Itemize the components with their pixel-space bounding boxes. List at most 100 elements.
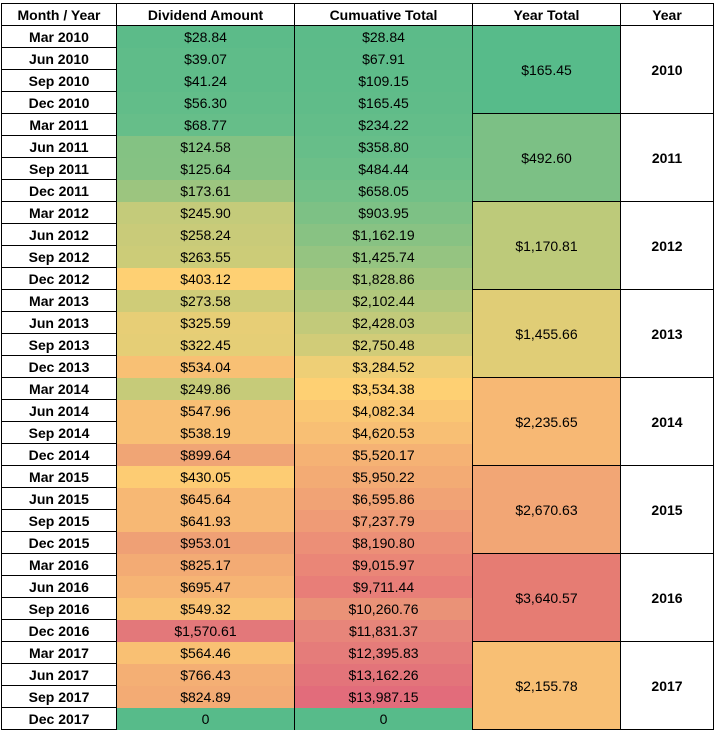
table-row: Mar 2010 $28.84 $28.84 $165.45 2010 (1, 25, 714, 114)
cumulative-total-cell: $658.05 (294, 179, 473, 202)
table-row: Sep 2016 $549.32 $10,260.76 (1, 597, 714, 620)
dividend-amount-cell: $263.55 (116, 245, 295, 268)
month-cell: Jun 2014 (1, 399, 117, 422)
cumulative-total-cell: $28.84 (294, 25, 473, 48)
cumulative-total-cell: $11,831.37 (294, 619, 473, 642)
year-cell: 2011 (620, 113, 714, 202)
month-cell: Sep 2012 (1, 245, 117, 268)
cumulative-total-cell: $1,162.19 (294, 223, 473, 246)
table-row: Jun 2010 $39.07 $67.91 (1, 47, 714, 70)
month-cell: Mar 2011 (1, 113, 117, 136)
month-cell: Mar 2010 (1, 25, 117, 48)
cumulative-total-cell: $109.15 (294, 69, 473, 92)
table-row: Mar 2017 $564.46 $12,395.83 $2,155.78 2017 (1, 641, 714, 730)
month-cell: Mar 2014 (1, 377, 117, 400)
dividend-amount-cell: $125.64 (116, 157, 295, 180)
cumulative-total-cell: $165.45 (294, 91, 473, 114)
table-row: Sep 2013 $322.45 $2,750.48 (1, 333, 714, 356)
table-row: Dec 2014 $899.64 $5,520.17 (1, 443, 714, 466)
header-dividend-amount: Dividend Amount (116, 3, 295, 26)
cumulative-total-cell: $3,534.38 (294, 377, 473, 400)
table-row: Dec 2011 $173.61 $658.05 (1, 179, 714, 202)
cumulative-total-cell: $5,520.17 (294, 443, 473, 466)
header-month-year: Month / Year (1, 3, 117, 26)
dividend-amount-cell: $953.01 (116, 531, 295, 554)
table-row: Dec 2017 0 0 (1, 707, 714, 730)
dividend-amount-cell: $430.05 (116, 465, 295, 488)
header-cumulative-total: Cumuative Total (294, 3, 473, 26)
header-row: Month / Year Dividend Amount Cumuative T… (1, 3, 714, 26)
dividend-amount-cell: $645.64 (116, 487, 295, 510)
dividend-amount-cell: $249.86 (116, 377, 295, 400)
month-cell: Mar 2013 (1, 289, 117, 312)
dividend-amount-cell: $564.46 (116, 641, 295, 664)
month-cell: Dec 2014 (1, 443, 117, 466)
year-cell: 2014 (620, 377, 714, 466)
cumulative-total-cell: $8,190.80 (294, 531, 473, 554)
cumulative-total-cell: $1,425.74 (294, 245, 473, 268)
year-total-cell: $2,235.65 (472, 377, 621, 466)
table-row: Jun 2011 $124.58 $358.80 (1, 135, 714, 158)
cumulative-total-cell: $2,750.48 (294, 333, 473, 356)
dividend-amount-cell: $547.96 (116, 399, 295, 422)
cumulative-total-cell: $12,395.83 (294, 641, 473, 664)
month-cell: Mar 2017 (1, 641, 117, 664)
dividend-amount-cell: $538.19 (116, 421, 295, 444)
table-body: Mar 2010 $28.84 $28.84 $165.45 2010 Jun 2010 $… (1, 25, 714, 730)
year-total-cell: $165.45 (472, 25, 621, 114)
dividend-amount-cell: $824.89 (116, 685, 295, 708)
table-row: Mar 2014 $249.86 $3,534.38 $2,235.65 2014 (1, 377, 714, 466)
month-cell: Sep 2015 (1, 509, 117, 532)
month-cell: Jun 2012 (1, 223, 117, 246)
dividend-amount-cell: $534.04 (116, 355, 295, 378)
month-cell: Jun 2010 (1, 47, 117, 70)
cumulative-total-cell: $9,711.44 (294, 575, 473, 598)
year-total-cell: $2,155.78 (472, 641, 621, 730)
dividend-amount-cell: $695.47 (116, 575, 295, 598)
cumulative-total-cell: $2,102.44 (294, 289, 473, 312)
cumulative-total-cell: $9,015.97 (294, 553, 473, 576)
table-row: Sep 2017 $824.89 $13,987.15 (1, 685, 714, 708)
dividend-amount-cell: $273.58 (116, 289, 295, 312)
year-cell: 2013 (620, 289, 714, 378)
month-cell: Sep 2014 (1, 421, 117, 444)
table-row: Mar 2012 $245.90 $903.95 $1,170.81 2012 (1, 201, 714, 290)
year-total-cell: $1,455.66 (472, 289, 621, 378)
month-cell: Sep 2011 (1, 157, 117, 180)
cumulative-total-cell: $10,260.76 (294, 597, 473, 620)
cumulative-total-cell: $3,284.52 (294, 355, 473, 378)
cumulative-total-cell: $4,082.34 (294, 399, 473, 422)
month-cell: Dec 2015 (1, 531, 117, 554)
dividend-amount-cell: $68.77 (116, 113, 295, 136)
dividend-amount-cell: $825.17 (116, 553, 295, 576)
table-row: Dec 2015 $953.01 $8,190.80 (1, 531, 714, 554)
year-cell: 2010 (620, 25, 714, 114)
month-cell: Dec 2016 (1, 619, 117, 642)
month-cell: Dec 2017 (1, 707, 117, 730)
dividend-amount-cell: $39.07 (116, 47, 295, 70)
cumulative-total-cell: $13,162.26 (294, 663, 473, 686)
month-cell: Sep 2016 (1, 597, 117, 620)
month-cell: Dec 2012 (1, 267, 117, 290)
cumulative-total-cell: $358.80 (294, 135, 473, 158)
dividend-amount-cell: $899.64 (116, 443, 295, 466)
table-row: Sep 2015 $641.93 $7,237.79 (1, 509, 714, 532)
month-cell: Dec 2010 (1, 91, 117, 114)
year-total-cell: $3,640.57 (472, 553, 621, 642)
table-row: Jun 2016 $695.47 $9,711.44 (1, 575, 714, 598)
table-row: Jun 2017 $766.43 $13,162.26 (1, 663, 714, 686)
table-row: Jun 2015 $645.64 $6,595.86 (1, 487, 714, 510)
month-cell: Jun 2017 (1, 663, 117, 686)
month-cell: Jun 2016 (1, 575, 117, 598)
table-row: Mar 2015 $430.05 $5,950.22 $2,670.63 2015 (1, 465, 714, 554)
table-row: Dec 2012 $403.12 $1,828.86 (1, 267, 714, 290)
month-cell: Sep 2017 (1, 685, 117, 708)
header-year-total: Year Total (472, 3, 621, 26)
cumulative-total-cell: $484.44 (294, 157, 473, 180)
cumulative-total-cell: $4,620.53 (294, 421, 473, 444)
dividend-amount-cell: $28.84 (116, 25, 295, 48)
cumulative-total-cell: $6,595.86 (294, 487, 473, 510)
table-row: Dec 2016 $1,570.61 $11,831.37 (1, 619, 714, 642)
year-total-cell: $2,670.63 (472, 465, 621, 554)
month-cell: Dec 2011 (1, 179, 117, 202)
